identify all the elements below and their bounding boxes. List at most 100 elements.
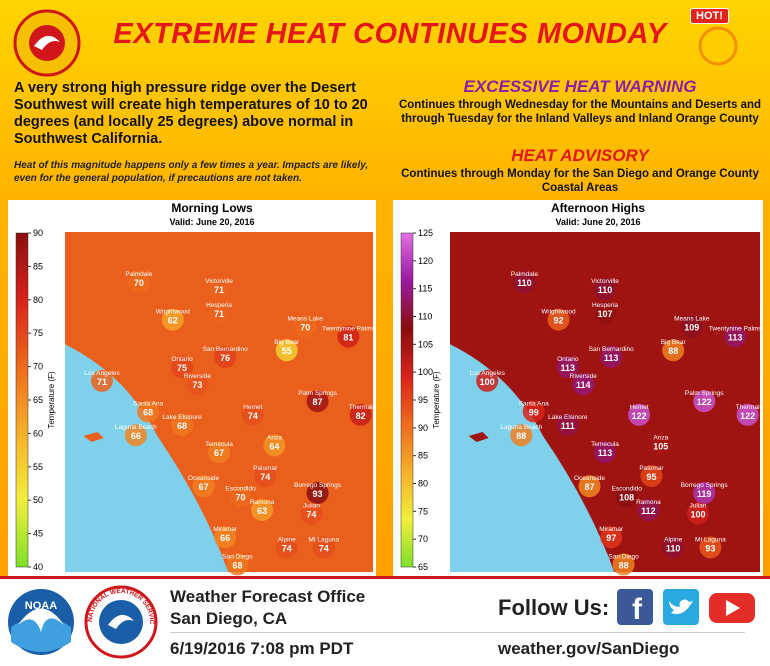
footer: NOAA NATIONAL WEATHER SERVICE Weather Fo… (0, 576, 770, 666)
city-name: Riverside (570, 373, 597, 380)
city-temp: 71 (97, 377, 107, 387)
city-temp: 97 (606, 533, 616, 543)
city-name: Riverside (184, 373, 211, 380)
colorbar-tick-label: 90 (418, 423, 428, 433)
follow: Follow Us: (498, 595, 610, 620)
city-temp: 88 (668, 346, 678, 356)
city-temp: 93 (705, 543, 715, 553)
city-name: Palomar (253, 465, 278, 472)
city-name: Alpine (278, 536, 296, 543)
colorbar-tick-label: 45 (33, 529, 43, 539)
city-temp: 71 (214, 285, 224, 295)
temp-spot (724, 325, 747, 348)
temp-spot (229, 485, 252, 508)
temp-spot (594, 441, 616, 464)
city-temp: 66 (131, 431, 141, 441)
temp-spot (699, 536, 722, 559)
city-temp: 100 (480, 377, 495, 387)
colorbar-tick-label: 40 (33, 562, 43, 572)
city-name: Big Bear (661, 339, 687, 346)
city-temp: 112 (641, 506, 656, 516)
colorbar-tick-label: 115 (418, 284, 432, 294)
temp-spot (171, 356, 194, 379)
city-temp: 107 (597, 309, 612, 319)
city-name: Victorville (205, 278, 233, 285)
colorbar-tick-label: 120 (418, 256, 433, 266)
city-name: Alpine (664, 536, 682, 543)
city-temp: 68 (177, 421, 187, 431)
temp-spot (124, 424, 147, 447)
social-icons: f (617, 589, 755, 626)
temp-spot (208, 278, 230, 300)
temp-spot (226, 553, 249, 576)
temp-spot (600, 346, 623, 368)
colorbar-tick-label: 95 (418, 395, 428, 405)
city-name: Anza (653, 434, 668, 441)
city-temp: 113 (598, 448, 613, 458)
city-name: Means Lake (674, 315, 710, 322)
nws-logo: NATIONAL WEATHER SERVICE (84, 585, 158, 659)
city-name: Santa Ana (133, 400, 163, 407)
divider (170, 632, 745, 633)
temp-spot (736, 403, 759, 426)
city-name: Temecula (205, 441, 233, 448)
ocean (65, 344, 229, 572)
colorbar-label: Temperature (F) (47, 371, 56, 429)
warning-title: EXCESSIVE HEAT WARNING (463, 77, 697, 96)
advisory-text: Continues through Monday for the San Die… (401, 168, 759, 194)
city-temp: 122 (697, 397, 712, 407)
colorbar-tick-label: 60 (33, 428, 43, 438)
warning-text: Continues through Wednesday for the Moun… (398, 99, 762, 125)
city-temp: 93 (313, 489, 323, 499)
map-valid: Valid: June 20, 2016 (169, 217, 254, 227)
temp-spot (241, 403, 264, 426)
colorbar-tick-label: 75 (33, 328, 43, 338)
temp-spot (662, 536, 685, 559)
city-name: Ontario (171, 356, 193, 363)
city-name: Wrightwood (541, 309, 576, 316)
city-name: Means Lake (288, 315, 324, 322)
temp-spot (263, 434, 286, 457)
city-name: San Diego (608, 553, 639, 560)
city-name: Julian (303, 502, 320, 509)
city-name: Ontario (557, 356, 579, 363)
city-temp: 74 (260, 472, 270, 482)
city-name: Lake Elsinore (548, 414, 588, 421)
city-name: Thermal (349, 404, 373, 411)
city-temp: 122 (740, 411, 755, 421)
city-name: Lake Elsinore (162, 414, 202, 421)
city-temp: 100 (690, 509, 705, 519)
city-name: Miramar (599, 526, 624, 533)
colorbar-tick-label: 100 (418, 367, 433, 377)
temp-spot (510, 424, 533, 447)
nws-logo-top (13, 9, 81, 77)
colorbar-tick-label: 105 (418, 339, 433, 349)
city-temp: 113 (604, 353, 619, 363)
city-name: Ramona (636, 499, 661, 506)
city-name: Laguna Beach (115, 424, 157, 431)
temp-spot (572, 373, 595, 396)
temp-spot (637, 499, 660, 521)
city-temp: 73 (192, 380, 202, 390)
city-temp: 92 (553, 316, 563, 326)
city-temp: 64 (269, 441, 279, 451)
temp-spot (640, 465, 663, 487)
city-name: Escondido (225, 485, 256, 492)
city-temp: 74 (319, 543, 329, 553)
temp-spot (251, 499, 274, 521)
colorbar-tick-label: 80 (33, 295, 43, 305)
advisory-title: HEAT ADVISORY (511, 146, 649, 165)
facebook-icon[interactable] (617, 589, 653, 625)
temp-spot (693, 482, 716, 504)
intro-text: A very strong high pressure ridge over t… (14, 80, 368, 147)
office: Weather Forecast Office (170, 587, 366, 606)
temp-spot (556, 356, 579, 379)
temp-spot (300, 502, 323, 525)
city-name: Oceanside (188, 475, 219, 482)
city-temp: 88 (516, 431, 526, 441)
city-name: Anza (267, 434, 282, 441)
url[interactable]: weather.gov/SanDiego (498, 639, 680, 658)
temp-spot (214, 526, 237, 549)
title: EXTREME HEAT CONTINUES MONDAY (113, 18, 667, 50)
city-temp: 110 (666, 543, 681, 553)
